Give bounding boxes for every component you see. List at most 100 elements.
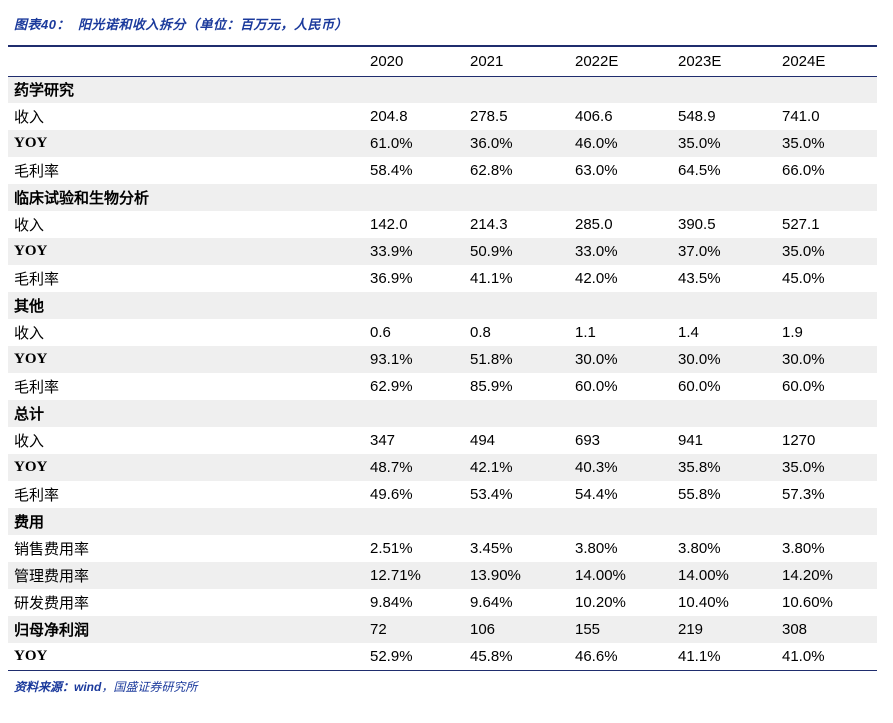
cell-value: 57.3%: [782, 486, 825, 503]
row-label: 毛利率: [14, 164, 60, 180]
cell-value: 63.0%: [575, 162, 618, 179]
cell-value: 46.0%: [575, 135, 618, 152]
table-row: 毛利率 36.9% 41.1% 42.0% 43.5% 45.0%: [8, 265, 877, 292]
table-row: 收入 347 494 693 941 1270: [8, 427, 877, 454]
table-row: YOY 93.1% 51.8% 30.0% 30.0% 30.0%: [8, 346, 877, 373]
cell-value: 49.6%: [370, 486, 413, 503]
cell-value: [370, 76, 470, 103]
table-row: 管理费用率 12.71% 13.90% 14.00% 14.00% 14.20%: [8, 562, 877, 589]
year-column-header: 2024E: [782, 46, 877, 77]
cell-value: 48.7%: [370, 459, 413, 476]
cell-value: 93.1%: [370, 351, 413, 368]
cell-value: 36.0%: [470, 135, 513, 152]
row-label: 其他: [14, 299, 45, 315]
cell-value: 142.0: [370, 216, 408, 233]
cell-value: 12.71%: [370, 567, 421, 584]
table-row: 归母净利润 72 106 155 219 308: [8, 616, 877, 643]
row-label: 研发费用率: [14, 596, 90, 612]
cell-value: 3.80%: [678, 540, 721, 557]
cell-value: 10.60%: [782, 594, 833, 611]
cell-value: 66.0%: [782, 162, 825, 179]
row-label: 毛利率: [14, 488, 60, 504]
year-column-header: 2022E: [575, 46, 678, 77]
cell-value: 527.1: [782, 216, 820, 233]
year-column-header: 2020: [370, 46, 470, 77]
cell-value: 60.0%: [678, 378, 721, 395]
table-row: 研发费用率 9.84% 9.64% 10.20% 10.40% 10.60%: [8, 589, 877, 616]
cell-value: 45.8%: [470, 647, 513, 665]
cell-value: 62.8%: [470, 162, 513, 179]
table-row: 收入 142.0 214.3 285.0 390.5 527.1: [8, 211, 877, 238]
cell-value: 64.5%: [678, 162, 721, 179]
cell-value: 3.45%: [470, 540, 513, 557]
cell-value: 14.00%: [575, 567, 626, 584]
source-label: 资料来源：: [14, 679, 75, 694]
cell-value: 219: [678, 621, 704, 638]
cell-value: 308: [782, 621, 808, 638]
row-label: 销售费用率: [14, 542, 90, 558]
cell-value: 741.0: [782, 108, 820, 125]
cell-value: 155: [575, 621, 601, 638]
cell-value: [575, 508, 678, 535]
cell-value: [782, 76, 877, 103]
cell-value: 52.9%: [370, 647, 413, 665]
row-label: YOY: [14, 647, 48, 664]
cell-value: 41.1%: [470, 270, 513, 287]
cell-value: 9.64%: [470, 594, 513, 611]
cell-value: 41.0%: [782, 647, 825, 665]
cell-value: 43.5%: [678, 270, 721, 287]
cell-value: 42.0%: [575, 270, 618, 287]
cell-value: 46.6%: [575, 647, 618, 665]
row-label: 费用: [14, 515, 45, 531]
row-label: 毛利率: [14, 380, 60, 396]
cell-value: 278.5: [470, 108, 508, 125]
table-row: YOY 52.9% 45.8% 46.6% 41.1% 41.0%: [8, 643, 877, 670]
cell-value: [575, 76, 678, 103]
cell-value: 347: [370, 432, 396, 449]
cell-value: 58.4%: [370, 162, 413, 179]
cell-value: 30.0%: [575, 351, 618, 368]
cell-value: 204.8: [370, 108, 408, 125]
cell-value: [678, 400, 782, 427]
cell-value: [370, 292, 470, 319]
table-row: 毛利率 49.6% 53.4% 54.4% 55.8% 57.3%: [8, 481, 877, 508]
cell-value: 60.0%: [782, 378, 825, 395]
row-label: 临床试验和生物分析: [14, 191, 150, 207]
row-label: YOY: [14, 243, 48, 259]
cell-value: [370, 400, 470, 427]
row-label-column-header: [8, 46, 370, 77]
cell-value: 0.8: [470, 324, 491, 341]
cell-value: 36.9%: [370, 270, 413, 287]
cell-value: 14.20%: [782, 567, 833, 584]
cell-value: 33.0%: [575, 243, 618, 260]
section-row: 总计: [8, 400, 877, 427]
cell-value: 693: [575, 432, 601, 449]
section-row: 其他: [8, 292, 877, 319]
cell-value: 35.0%: [782, 135, 825, 152]
cell-value: 60.0%: [575, 378, 618, 395]
section-row: 临床试验和生物分析: [8, 184, 877, 211]
figure-label: 图表40：: [14, 17, 70, 32]
section-row: 药学研究: [8, 76, 877, 103]
cell-value: [370, 184, 470, 211]
cell-value: 42.1%: [470, 459, 513, 476]
row-label: 归母净利润: [14, 623, 90, 639]
cell-value: [470, 184, 575, 211]
table-row: YOY 61.0% 36.0% 46.0% 35.0% 35.0%: [8, 130, 877, 157]
table-row: 收入 0.6 0.8 1.1 1.4 1.9: [8, 319, 877, 346]
cell-value: 45.0%: [782, 270, 825, 287]
source-note: ，国盛证券研究所: [101, 679, 198, 694]
row-label: YOY: [14, 351, 48, 367]
table-row: YOY 33.9% 50.9% 33.0% 37.0% 35.0%: [8, 238, 877, 265]
cell-value: 62.9%: [370, 378, 413, 395]
cell-value: [678, 508, 782, 535]
cell-value: 35.8%: [678, 459, 721, 476]
cell-value: 30.0%: [678, 351, 721, 368]
row-label: 管理费用率: [14, 569, 90, 585]
cell-value: [470, 76, 575, 103]
cell-value: 35.0%: [782, 243, 825, 260]
cell-value: 53.4%: [470, 486, 513, 503]
cell-value: 40.3%: [575, 459, 618, 476]
row-label: 收入: [14, 218, 45, 234]
cell-value: 41.1%: [678, 647, 721, 665]
